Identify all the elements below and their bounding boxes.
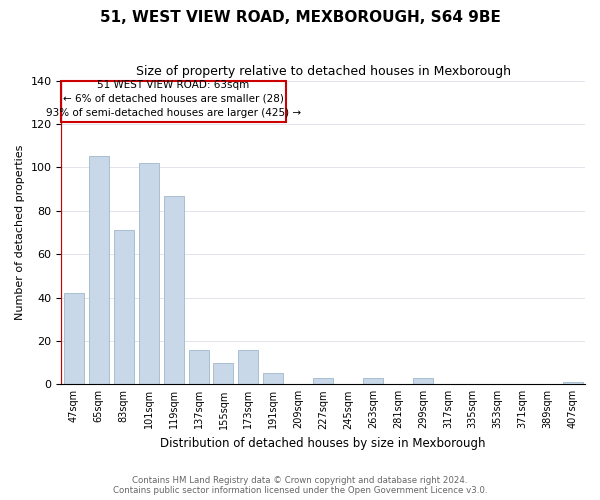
Bar (114, 230, 134, 384)
Bar (238, 350, 259, 384)
Bar (563, 382, 583, 384)
Text: 51 WEST VIEW ROAD: 63sqm
← 6% of detached houses are smaller (28)
93% of semi-de: 51 WEST VIEW ROAD: 63sqm ← 6% of detache… (46, 80, 301, 118)
Bar (64, 293, 84, 384)
X-axis label: Distribution of detached houses by size in Mexborough: Distribution of detached houses by size … (160, 437, 486, 450)
Bar (61, 80, 286, 122)
Bar (89, 156, 109, 384)
Bar (413, 378, 433, 384)
Text: Contains HM Land Registry data © Crown copyright and database right 2024.
Contai: Contains HM Land Registry data © Crown c… (113, 476, 487, 495)
Bar (188, 350, 209, 384)
Bar (263, 374, 283, 384)
Bar (164, 196, 184, 384)
Bar (313, 378, 333, 384)
Bar (214, 362, 233, 384)
Text: 51, WEST VIEW ROAD, MEXBOROUGH, S64 9BE: 51, WEST VIEW ROAD, MEXBOROUGH, S64 9BE (100, 10, 500, 25)
Bar (139, 163, 158, 384)
Y-axis label: Number of detached properties: Number of detached properties (15, 144, 25, 320)
Title: Size of property relative to detached houses in Mexborough: Size of property relative to detached ho… (136, 65, 511, 78)
Bar (363, 378, 383, 384)
